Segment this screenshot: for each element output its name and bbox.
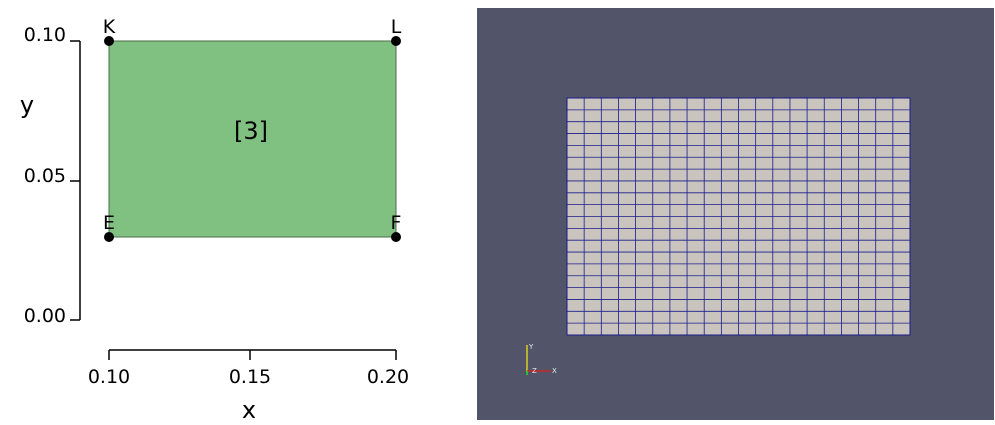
z-axis-glyph: Z: [532, 367, 537, 375]
block-label: [3]: [234, 117, 268, 145]
point-E-marker: [104, 232, 114, 242]
mesh-viewer-canvas[interactable]: Y Z X: [477, 8, 994, 420]
block-diagram-panel: 0.10 0.05 0.00 y 0.10 0.15 0.20 x [3] K …: [0, 0, 470, 424]
mesh-viewer[interactable]: Y Z X: [477, 8, 994, 420]
block-diagram: 0.10 0.05 0.00 y 0.10 0.15 0.20 x [3] K …: [20, 16, 409, 424]
x-axis-label: x: [242, 396, 256, 421]
point-L-marker: [391, 36, 401, 46]
y-tick-label-0.00: 0.00: [24, 305, 66, 327]
mesh-grid: [566, 97, 911, 336]
point-E-label: E: [103, 212, 115, 234]
x-tick-label-0.10: 0.10: [88, 366, 130, 388]
block-region: [108, 40, 397, 238]
point-F-label: F: [391, 212, 402, 234]
point-F-marker: [391, 232, 401, 242]
orientation-axes-icon: Y Z X: [526, 343, 557, 375]
point-K-label: K: [103, 16, 116, 38]
x-tick-label-0.15: 0.15: [229, 366, 271, 388]
x-axis-glyph: X: [552, 367, 557, 375]
y-tick-label-0.10: 0.10: [24, 24, 66, 46]
y-axis-glyph: Y: [528, 343, 534, 351]
x-tick-label-0.20: 0.20: [367, 366, 409, 388]
point-K-marker: [104, 36, 114, 46]
point-L-label: L: [391, 16, 402, 38]
y-axis-label: y: [20, 91, 34, 119]
y-tick-label-0.05: 0.05: [24, 165, 66, 187]
